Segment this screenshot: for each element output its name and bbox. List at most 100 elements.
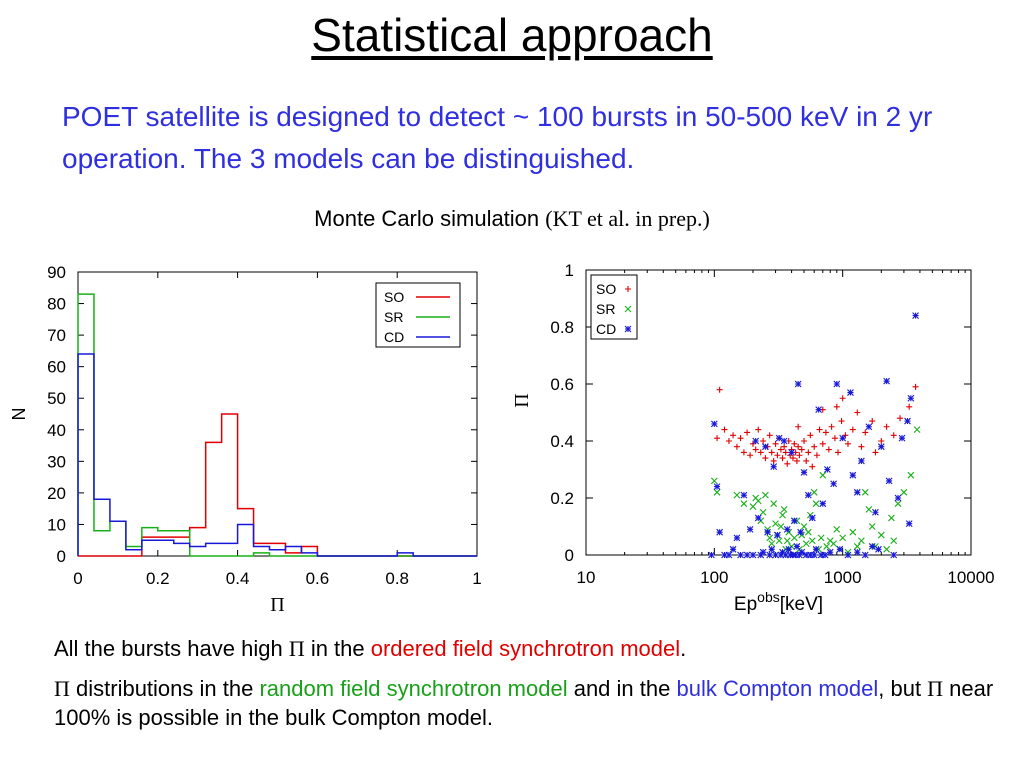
data-point xyxy=(805,449,812,456)
x-tick-label: 10000 xyxy=(947,568,994,587)
scatter-series-so xyxy=(714,383,919,470)
data-point xyxy=(808,514,816,522)
data-point xyxy=(779,455,786,462)
data-point xyxy=(768,449,775,456)
data-point xyxy=(779,548,786,556)
x-tick-label: 0.4 xyxy=(226,569,250,588)
data-point xyxy=(713,488,721,496)
data-point xyxy=(810,551,818,559)
data-point xyxy=(710,477,718,485)
x-tick-label: 1 xyxy=(472,569,481,588)
data-point xyxy=(770,463,778,471)
data-point xyxy=(766,551,774,559)
subtitle-main: Monte Carlo simulation xyxy=(314,206,546,231)
x-tick-label: 100 xyxy=(700,568,728,587)
legend-label: SR xyxy=(596,301,615,317)
data-point xyxy=(894,494,902,502)
data-point xyxy=(868,523,876,530)
data-point xyxy=(779,511,786,519)
data-point xyxy=(733,491,741,499)
y-tick-label: 0 xyxy=(57,547,66,566)
data-point xyxy=(764,528,771,536)
data-point xyxy=(777,551,785,559)
ordered-field-text: ordered field synchrotron model xyxy=(370,636,681,661)
data-point xyxy=(774,531,781,539)
text-span: and in the xyxy=(567,676,677,701)
legend-marker-shape xyxy=(624,325,632,333)
scatter-chart: 10 100 1000 10000 0 0.2 0.4 0.6 0.8 1 Epobs[keV] Π S… xyxy=(511,261,995,615)
text-span: distributions in the xyxy=(69,676,260,701)
y-tick-label: 0.8 xyxy=(550,318,574,337)
data-point xyxy=(868,543,876,550)
data-point xyxy=(802,540,810,547)
data-point xyxy=(797,528,804,536)
data-point xyxy=(817,551,825,559)
data-point xyxy=(784,460,791,467)
data-point xyxy=(770,500,778,508)
data-point xyxy=(749,503,757,510)
data-point xyxy=(830,540,837,547)
data-point xyxy=(849,426,856,433)
histogram-series-so xyxy=(78,413,477,557)
data-point xyxy=(839,434,847,442)
histogram-chart: 0 10 20 30 40 50 60 70 80 90 0 0.2 0.4 0.6 0.8 1 Π N SO SR C… xyxy=(9,263,482,616)
data-point xyxy=(905,520,913,528)
data-point xyxy=(746,525,754,533)
data-point xyxy=(904,417,911,425)
y-tick-label: 80 xyxy=(47,295,66,314)
data-point xyxy=(759,508,767,516)
data-point xyxy=(844,551,852,559)
data-point xyxy=(716,386,723,393)
data-point xyxy=(836,545,844,553)
data-point xyxy=(912,383,919,390)
data-point xyxy=(906,403,913,410)
data-point xyxy=(878,438,885,444)
data-point xyxy=(792,551,800,559)
data-point xyxy=(759,548,767,556)
text-span: . xyxy=(680,636,687,661)
data-point xyxy=(775,537,783,545)
data-point xyxy=(800,468,808,476)
y-axis-label: Π xyxy=(511,393,533,407)
data-point xyxy=(900,488,908,496)
data-point xyxy=(849,528,857,536)
data-point xyxy=(835,449,842,456)
legend-label: CD xyxy=(596,321,616,337)
x-tick-label: 0.2 xyxy=(146,569,170,588)
data-point xyxy=(790,517,798,525)
data-point xyxy=(883,423,890,430)
data-point xyxy=(762,443,769,451)
data-point xyxy=(890,537,898,545)
y-tick-label: 70 xyxy=(47,326,66,345)
data-point xyxy=(757,449,764,456)
data-point xyxy=(894,500,902,508)
x-axis-label: Epobs[keV] xyxy=(734,589,823,615)
data-point xyxy=(804,491,812,499)
data-point xyxy=(791,440,798,447)
data-point xyxy=(828,423,835,430)
data-point xyxy=(817,534,825,542)
data-point xyxy=(853,488,861,496)
data-point xyxy=(890,551,898,559)
x-tick-label: 10 xyxy=(577,568,596,587)
data-point xyxy=(821,551,829,559)
data-point xyxy=(721,426,728,433)
data-point xyxy=(760,438,767,444)
data-point xyxy=(708,551,715,559)
bottom-line-2: Π distributions in the random field sync… xyxy=(54,674,1004,732)
data-point xyxy=(806,551,814,559)
data-point xyxy=(858,537,865,545)
y-tick-label: 1 xyxy=(565,261,574,280)
data-point xyxy=(858,443,865,450)
data-point xyxy=(772,520,779,528)
scatter-series-cd xyxy=(708,312,919,559)
y-tick-label: 50 xyxy=(47,389,66,408)
data-point xyxy=(743,551,751,559)
y-tick-label: 30 xyxy=(47,452,66,471)
data-point xyxy=(803,457,810,464)
data-point xyxy=(788,449,795,456)
data-point xyxy=(872,449,879,456)
data-point xyxy=(862,429,869,436)
data-point xyxy=(785,545,793,553)
x-tick-label: 1000 xyxy=(824,568,862,587)
